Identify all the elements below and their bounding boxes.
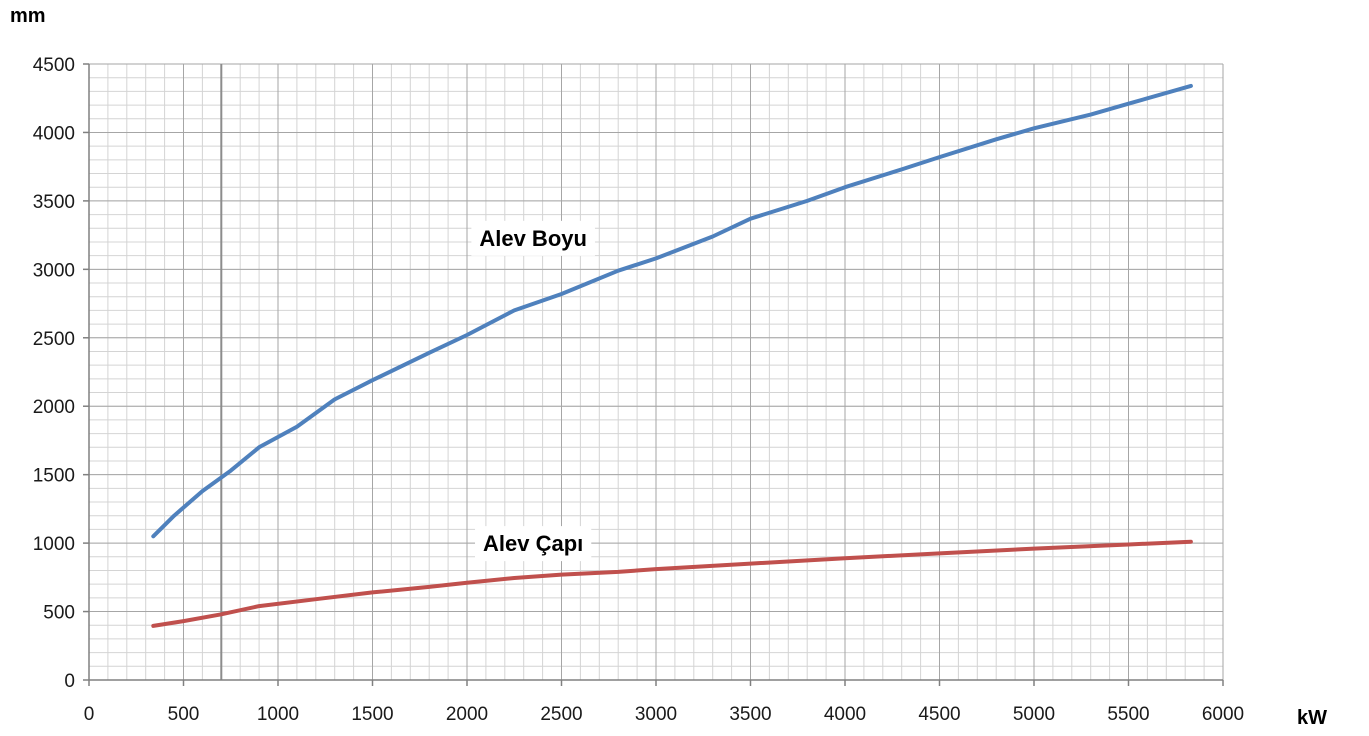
x-axis-unit-label: kW (1297, 707, 1327, 729)
y-tick-label: 2500 (33, 329, 75, 350)
x-tick-label: 3000 (635, 704, 677, 725)
y-tick-label: 500 (43, 603, 75, 624)
y-tick-labels: 0 500 1000 1500 2000 2500 3000 3500 4000 4500 (33, 55, 75, 692)
series-line-alev-boyu (151, 83, 1193, 539)
x-tick-label: 4500 (918, 704, 960, 725)
x-tick-label: 500 (168, 704, 200, 725)
x-tick-label: 1500 (351, 704, 393, 725)
annotation-label: Alev Çapı (483, 531, 583, 556)
series-lines (151, 83, 1193, 628)
y-tick-label: 3000 (33, 260, 75, 281)
annotation: Alev Boyu (471, 220, 595, 256)
y-tick-label: 4500 (33, 55, 75, 76)
x-tick-labels: 0 500 1000 1500 2000 2500 3000 3500 4000 4500 5000… (84, 704, 1244, 725)
x-tick-label: 4000 (824, 704, 866, 725)
x-tick-label: 0 (84, 704, 95, 725)
x-tick-label: 6000 (1202, 704, 1244, 725)
y-axis-unit-label: mm (10, 5, 46, 27)
x-tick-label: 1000 (257, 704, 299, 725)
annotation: Alev Çapı (475, 526, 592, 562)
annotation-label: Alev Boyu (479, 226, 587, 251)
major-grid (88, 63, 1224, 681)
annotation-background (471, 220, 595, 256)
y-tick-label: 4000 (33, 123, 75, 144)
x-tick-label: 2000 (446, 704, 488, 725)
x-tick-label: 2500 (540, 704, 582, 725)
annotation-background (475, 526, 592, 562)
x-tick-label: 3500 (729, 704, 771, 725)
axes (83, 63, 1224, 686)
annotations: Alev Boyu Alev Çapı (471, 220, 595, 562)
x-tick-label: 5000 (1013, 704, 1055, 725)
y-tick-label: 2000 (33, 397, 75, 418)
x-tick-label: 5500 (1107, 704, 1149, 725)
y-tick-label: 1000 (33, 534, 75, 555)
y-tick-label: 0 (64, 671, 75, 692)
y-tick-label: 3500 (33, 192, 75, 213)
series-line-alev-ap- (151, 539, 1193, 628)
y-tick-label: 1500 (33, 466, 75, 487)
